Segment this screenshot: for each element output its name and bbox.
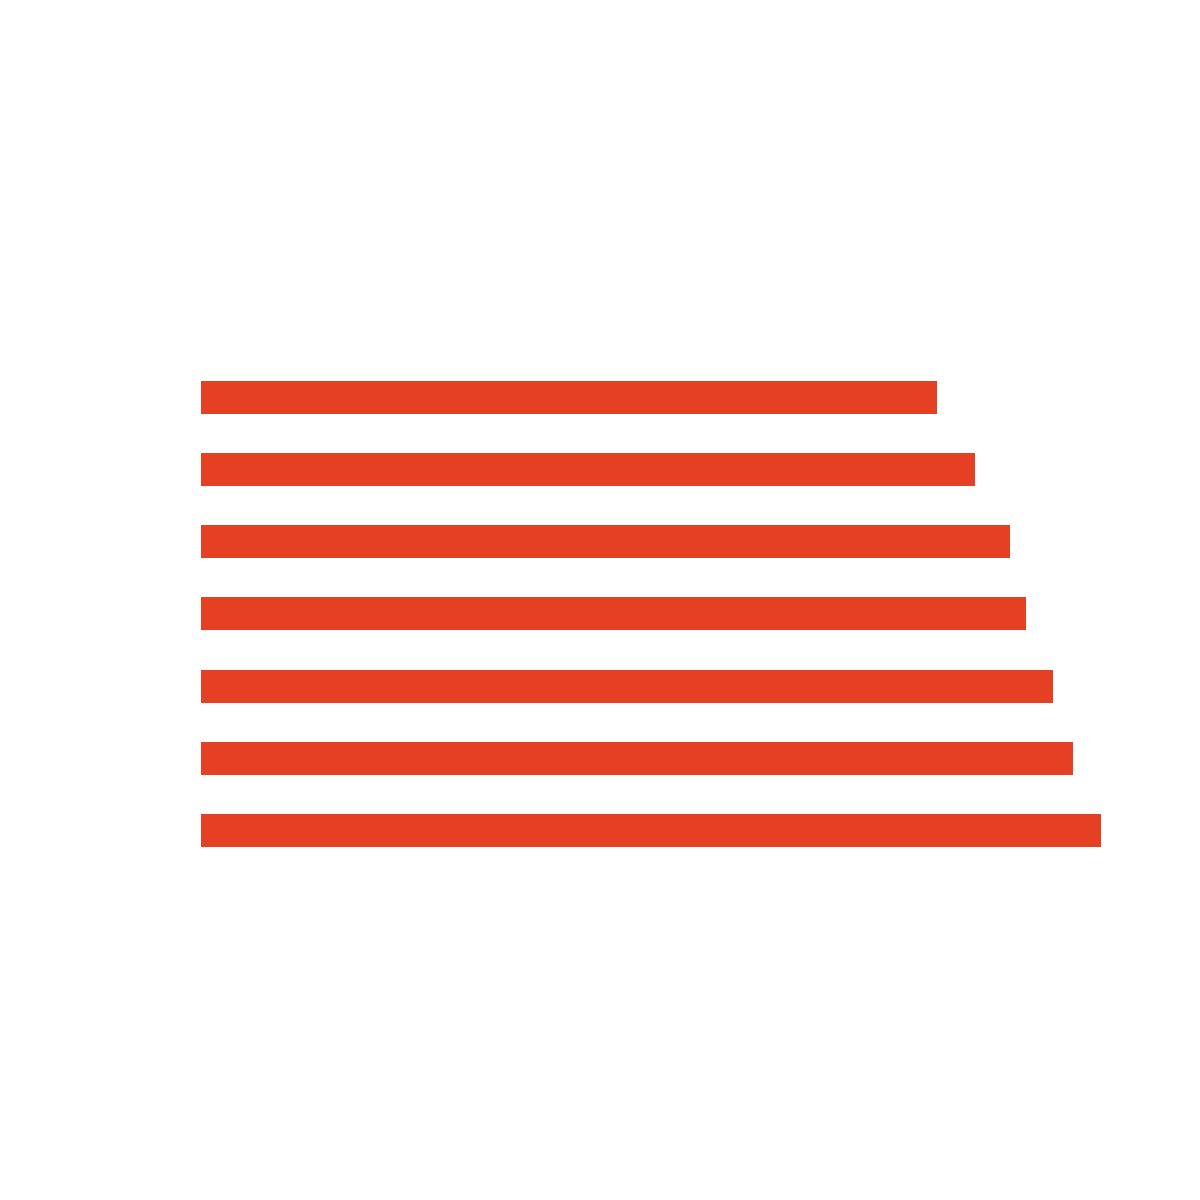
stripe [201, 670, 1053, 703]
stripe [201, 742, 1073, 775]
stripe [201, 814, 1101, 847]
stripe [201, 597, 1026, 630]
stripe [201, 453, 975, 486]
stripe [201, 381, 937, 414]
stripe [201, 525, 1010, 558]
